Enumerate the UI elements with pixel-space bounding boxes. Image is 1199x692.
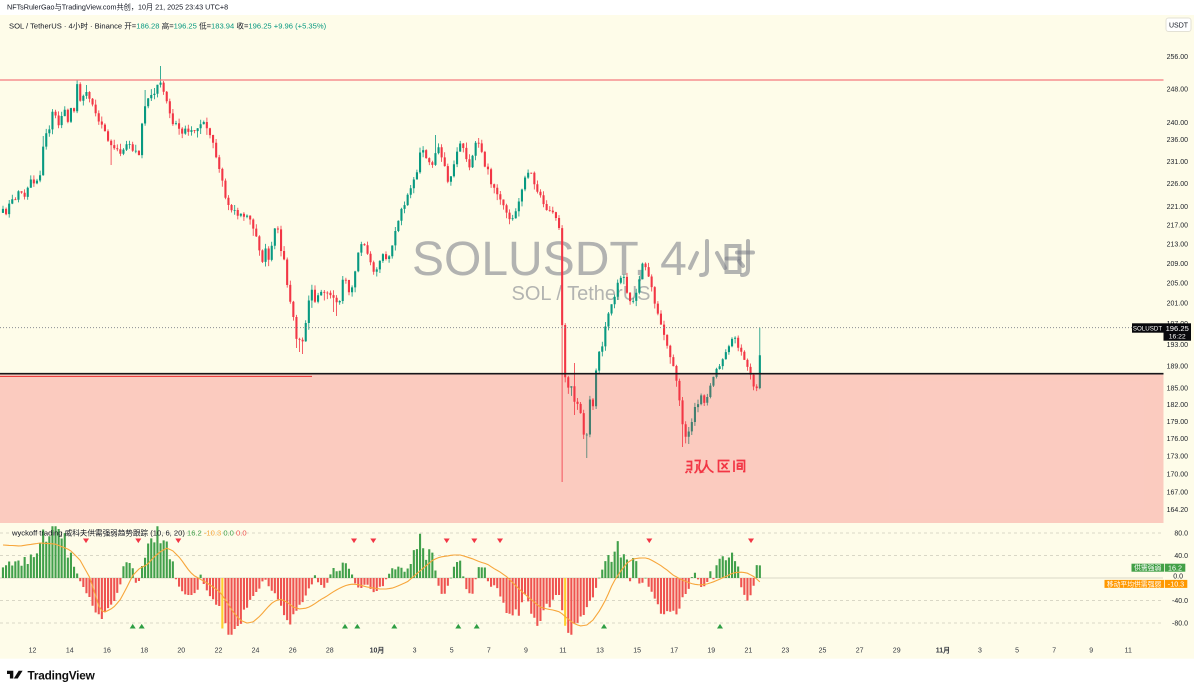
svg-text:13: 13 (596, 648, 604, 655)
svg-text:213.00: 213.00 (1167, 242, 1189, 249)
svg-text:226.00: 226.00 (1167, 181, 1189, 188)
svg-text:SOLUSDT, 4: SOLUSDT, 4 (412, 233, 687, 286)
svg-text:236.00: 236.00 (1167, 137, 1189, 144)
svg-text:5: 5 (450, 648, 454, 655)
svg-text:TradingView: TradingView (28, 668, 96, 682)
svg-text:193.00: 193.00 (1167, 342, 1189, 349)
svg-text:209.00: 209.00 (1167, 261, 1189, 268)
svg-text:80.0: 80.0 (1174, 531, 1188, 538)
svg-text:3: 3 (978, 648, 982, 655)
svg-text:21: 21 (745, 648, 753, 655)
svg-text:7: 7 (487, 648, 491, 655)
svg-text:7: 7 (1052, 648, 1056, 655)
svg-text:25: 25 (819, 648, 827, 655)
svg-text:29: 29 (893, 648, 901, 655)
svg-text:USDT: USDT (1169, 22, 1189, 29)
svg-text:179.00: 179.00 (1167, 419, 1189, 426)
svg-text:164.20: 164.20 (1167, 507, 1189, 514)
svg-text:15: 15 (633, 648, 641, 655)
svg-text:173.00: 173.00 (1167, 454, 1189, 461)
svg-text:170.00: 170.00 (1167, 472, 1189, 479)
svg-text:28: 28 (326, 648, 334, 655)
svg-text:9: 9 (1089, 648, 1093, 655)
svg-text:-10.3: -10.3 (1168, 580, 1184, 589)
svg-text:10月: 10月 (370, 647, 385, 655)
svg-text:26: 26 (289, 648, 297, 655)
svg-text:SOL / TetherUS · 4小时 · Binance: SOL / TetherUS · 4小时 · Binance 开=186.28 … (9, 21, 327, 31)
svg-text:182.00: 182.00 (1167, 402, 1189, 409)
svg-text:248.00: 248.00 (1167, 86, 1189, 93)
svg-text:240.00: 240.00 (1167, 120, 1189, 127)
svg-text:-40.0: -40.0 (1172, 598, 1188, 605)
svg-text:16:22: 16:22 (1169, 334, 1186, 341)
svg-text:SOLUSDT: SOLUSDT (1133, 325, 1162, 332)
svg-text:217.00: 217.00 (1167, 223, 1189, 230)
svg-text:移动平均供需强弱: 移动平均供需强弱 (1107, 579, 1162, 588)
svg-text:17: 17 (670, 648, 678, 655)
svg-text:20: 20 (177, 648, 185, 655)
svg-text:176.00: 176.00 (1167, 436, 1189, 443)
svg-text:221.00: 221.00 (1167, 204, 1189, 211)
svg-text:12: 12 (29, 648, 37, 655)
svg-text:23: 23 (782, 648, 790, 655)
svg-text:256.00: 256.00 (1167, 54, 1189, 61)
svg-text:27: 27 (856, 648, 864, 655)
svg-text:205.00: 205.00 (1167, 281, 1189, 288)
svg-text:11: 11 (1125, 648, 1132, 655)
svg-text:185.00: 185.00 (1167, 385, 1189, 392)
svg-text:19: 19 (707, 648, 715, 655)
svg-text:16.2: 16.2 (1168, 563, 1182, 572)
svg-text:供需强弱: 供需强弱 (1134, 563, 1161, 572)
svg-text:22: 22 (215, 648, 223, 655)
svg-text:-80.0: -80.0 (1172, 621, 1188, 628)
svg-text:196.25: 196.25 (1166, 324, 1189, 333)
svg-text:11月: 11月 (936, 647, 950, 655)
svg-text:40.0: 40.0 (1174, 553, 1188, 560)
svg-text:5: 5 (1015, 648, 1019, 655)
svg-text:11: 11 (559, 648, 566, 655)
svg-text:0.0: 0.0 (1173, 574, 1183, 581)
svg-text:167.00: 167.00 (1167, 490, 1189, 497)
svg-text:14: 14 (66, 648, 74, 655)
svg-text:SOL / TetherUS: SOL / TetherUS (512, 283, 651, 305)
svg-text:9: 9 (524, 648, 528, 655)
svg-text:NFTsRulerGao与TradingView.com共创: NFTsRulerGao与TradingView.com共创，10月 21, 2… (7, 2, 228, 11)
svg-text:189.00: 189.00 (1167, 364, 1189, 371)
svg-text:wyckoff trading 威科夫供需强弱趋势跟踪 (1: wyckoff trading 威科夫供需强弱趋势跟踪 (10, 6, 20) … (11, 527, 247, 537)
svg-text:18: 18 (140, 648, 148, 655)
svg-text:24: 24 (252, 648, 260, 655)
svg-text:201.00: 201.00 (1167, 301, 1189, 308)
svg-text:3: 3 (413, 648, 417, 655)
svg-text:16: 16 (103, 648, 111, 655)
svg-text:231.00: 231.00 (1167, 159, 1189, 166)
